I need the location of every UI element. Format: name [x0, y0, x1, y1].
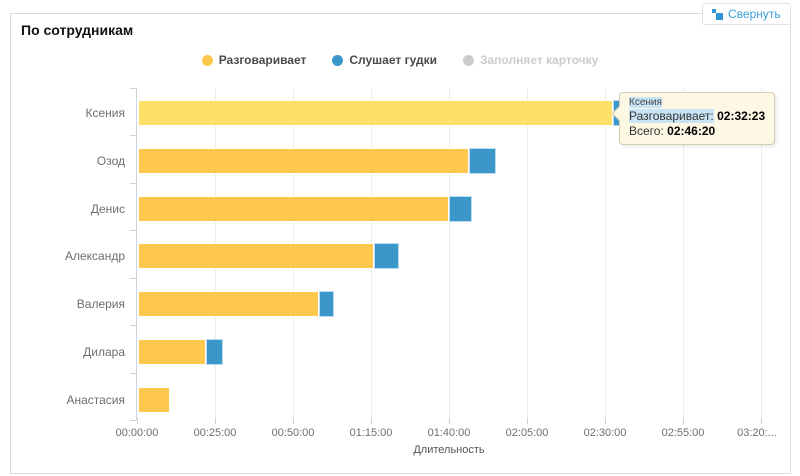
bar-segment-ring[interactable] — [469, 148, 496, 174]
x-axis-tick — [137, 418, 138, 424]
widget-title: По сотрудникам — [21, 22, 134, 38]
legend-label: Заполняет карточку — [479, 53, 599, 67]
collapse-button-label: Свернуть — [728, 7, 781, 21]
x-tick-label: 02:30:00 — [583, 427, 627, 439]
tooltip-row-talk: Разговаривает: 02:32:23 — [629, 109, 766, 123]
legend-marker-icon — [462, 54, 474, 66]
category-label: Озод — [96, 154, 125, 168]
x-axis-tick — [449, 418, 450, 424]
gridline — [449, 88, 450, 418]
x-axis-tick — [605, 418, 606, 424]
category-label: Валерия — [76, 297, 125, 311]
x-tick-label: 03:20:... — [737, 427, 777, 439]
x-axis-tick — [683, 418, 684, 424]
category-label: Дилара — [83, 345, 125, 359]
y-axis-tick — [130, 135, 136, 137]
x-tick-label: 01:15:00 — [349, 427, 393, 439]
bar-segment-ring[interactable] — [374, 243, 399, 269]
report-widget-frame — [10, 13, 791, 474]
legend-label: Разговаривает — [218, 53, 307, 67]
x-axis-title: Длительность — [413, 444, 485, 456]
bar-segment-talk[interactable] — [138, 291, 319, 317]
legend-marker-icon — [332, 54, 344, 66]
bar-segment-talk[interactable] — [138, 243, 374, 269]
y-axis-tick — [130, 230, 136, 232]
y-axis-tick — [130, 372, 136, 374]
category-label: Анастасия — [66, 393, 125, 407]
y-axis-tick — [130, 325, 136, 327]
collapse-icon — [712, 8, 723, 20]
y-axis-line — [136, 88, 137, 420]
x-axis-tick — [293, 418, 294, 424]
category-label: Ксения — [85, 106, 126, 120]
x-tick-label: 02:05:00 — [505, 427, 549, 439]
x-axis-tick — [527, 418, 528, 424]
bar-segment-talk[interactable] — [138, 100, 613, 126]
gridline — [761, 88, 762, 418]
gridline — [527, 88, 528, 418]
bar-segment-talk[interactable] — [138, 387, 170, 413]
bar-segment-ring[interactable] — [449, 196, 472, 222]
y-axis-tick — [130, 277, 136, 279]
collapse-button[interactable]: Свернуть — [702, 3, 791, 25]
x-tick-label: 01:40:00 — [427, 427, 471, 439]
x-axis-tick — [761, 418, 762, 424]
tooltip-category: Ксения — [629, 97, 662, 108]
bar-segment-talk[interactable] — [138, 196, 449, 222]
legend-item[interactable]: Заполняет карточку — [462, 53, 599, 67]
bar-segment-talk[interactable] — [138, 148, 469, 174]
legend-item[interactable]: Слушает гудки — [332, 53, 437, 67]
category-label: Денис — [90, 202, 125, 216]
y-axis-tick — [130, 420, 136, 421]
category-label: Александр — [64, 249, 125, 263]
legend-item[interactable]: Разговаривает — [201, 53, 307, 67]
y-axis-tick — [130, 88, 136, 89]
bar-segment-ring[interactable] — [319, 291, 334, 317]
x-tick-label: 02:55:00 — [661, 427, 705, 439]
x-axis-tick — [371, 418, 372, 424]
bar-segment-ring[interactable] — [206, 339, 223, 365]
x-tick-label: 00:00:00 — [115, 427, 159, 439]
x-tick-label: 00:25:00 — [193, 427, 237, 439]
bar-segment-talk[interactable] — [138, 339, 206, 365]
x-tick-label: 00:50:00 — [271, 427, 315, 439]
x-axis-tick — [215, 418, 216, 424]
gridline — [605, 88, 606, 418]
legend-marker-icon — [201, 54, 213, 66]
legend-label: Слушает гудки — [349, 53, 437, 67]
chart-tooltip: Ксения Разговаривает: 02:32:23 Всего: 02… — [611, 92, 776, 145]
tooltip-row-total: Всего: 02:46:20 — [629, 124, 716, 138]
y-axis-tick — [130, 182, 136, 184]
gridline — [683, 88, 684, 418]
chart-legend: Разговаривает Слушает гудки Заполняет карт… — [10, 53, 790, 67]
